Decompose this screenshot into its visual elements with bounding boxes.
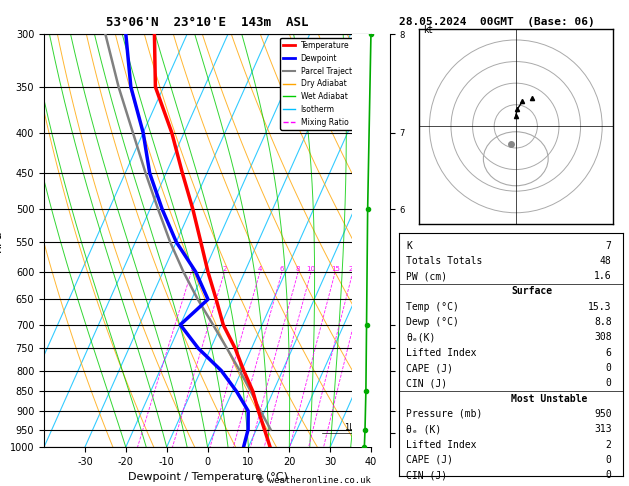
Text: 0: 0	[606, 455, 611, 465]
Text: PW (cm): PW (cm)	[406, 271, 447, 281]
Text: 28.05.2024  00GMT  (Base: 06): 28.05.2024 00GMT (Base: 06)	[399, 17, 595, 27]
Text: kt: kt	[423, 25, 432, 35]
Text: Most Unstable: Most Unstable	[511, 394, 587, 404]
Text: 0: 0	[606, 379, 611, 388]
Text: 8: 8	[296, 266, 301, 272]
X-axis label: Dewpoint / Temperature (°C): Dewpoint / Temperature (°C)	[128, 472, 287, 483]
Text: Lifted Index: Lifted Index	[406, 348, 477, 358]
Text: 1LCL: 1LCL	[344, 423, 365, 432]
Text: 2: 2	[606, 440, 611, 450]
Text: 15.3: 15.3	[588, 302, 611, 312]
Text: 1: 1	[189, 266, 194, 272]
Text: 6: 6	[606, 348, 611, 358]
Text: 25: 25	[362, 266, 371, 272]
Y-axis label: km
ASL: km ASL	[439, 241, 457, 262]
Text: 950: 950	[594, 409, 611, 419]
Y-axis label: hPa: hPa	[0, 229, 4, 252]
Text: CIN (J): CIN (J)	[406, 379, 447, 388]
Text: © weatheronline.co.uk: © weatheronline.co.uk	[258, 476, 371, 485]
Text: 308: 308	[594, 332, 611, 343]
Text: Totals Totals: Totals Totals	[406, 256, 482, 266]
Text: 1.6: 1.6	[594, 271, 611, 281]
Text: 0: 0	[606, 363, 611, 373]
Text: 7: 7	[606, 241, 611, 251]
Text: K: K	[406, 241, 412, 251]
Text: θₑ (K): θₑ (K)	[406, 424, 442, 434]
Text: 6: 6	[280, 266, 284, 272]
Text: 20: 20	[348, 266, 357, 272]
Title: 53°06'N  23°10'E  143m  ASL: 53°06'N 23°10'E 143m ASL	[106, 16, 309, 29]
Text: Temp (°C): Temp (°C)	[406, 302, 459, 312]
Text: 4: 4	[258, 266, 262, 272]
Text: Dewp (°C): Dewp (°C)	[406, 317, 459, 327]
Text: CAPE (J): CAPE (J)	[406, 455, 453, 465]
Text: 8.8: 8.8	[594, 317, 611, 327]
Text: 2: 2	[222, 266, 226, 272]
Text: 48: 48	[600, 256, 611, 266]
Text: Surface: Surface	[511, 287, 552, 296]
Legend: Temperature, Dewpoint, Parcel Trajectory, Dry Adiabat, Wet Adiabat, Isotherm, Mi: Temperature, Dewpoint, Parcel Trajectory…	[280, 38, 367, 130]
Text: 10: 10	[306, 266, 316, 272]
Text: CIN (J): CIN (J)	[406, 470, 447, 480]
Text: 0: 0	[606, 470, 611, 480]
Text: 15: 15	[331, 266, 340, 272]
Text: CAPE (J): CAPE (J)	[406, 363, 453, 373]
Text: Lifted Index: Lifted Index	[406, 440, 477, 450]
Text: Pressure (mb): Pressure (mb)	[406, 409, 482, 419]
Text: 313: 313	[594, 424, 611, 434]
Text: θₑ(K): θₑ(K)	[406, 332, 435, 343]
